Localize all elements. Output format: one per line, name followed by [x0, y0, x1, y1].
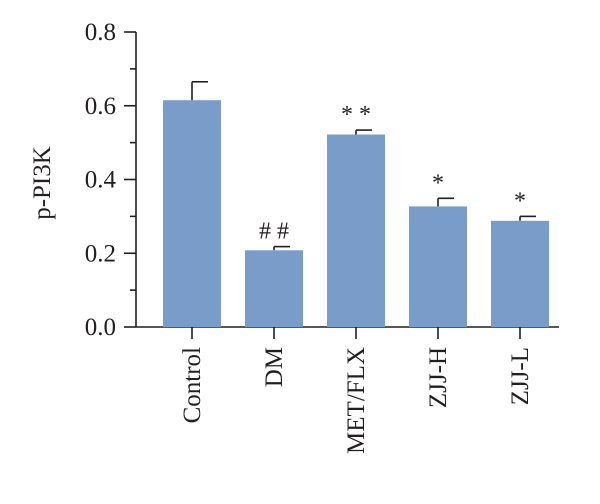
- bar: [327, 134, 385, 327]
- x-tick-label: ZJJ-H: [425, 347, 452, 408]
- y-tick-label: 0.0: [85, 314, 116, 341]
- significance-marker: * *: [341, 102, 371, 128]
- y-tick-label: 0.8: [85, 19, 116, 46]
- y-tick-label: 0.2: [85, 240, 116, 267]
- bar: [245, 250, 303, 327]
- x-tick-label: MET/FLX: [343, 347, 370, 454]
- x-tick-label: DM: [261, 347, 288, 387]
- significance-marker: *: [432, 170, 444, 196]
- plot-area: 0.0 0.2 0.4 0.6 0.8 Control DM # # MET/FLX * * ZJJ…: [85, 19, 559, 454]
- y-axis-title: p-PI3K: [29, 146, 56, 220]
- y-tick-label: 0.6: [85, 93, 116, 120]
- bar: [409, 206, 467, 327]
- significance-marker: *: [514, 188, 526, 214]
- bar: [491, 220, 549, 327]
- y-tick-label: 0.4: [85, 167, 117, 194]
- x-tick-label: Control: [179, 347, 206, 423]
- significance-marker: # #: [259, 219, 289, 245]
- bar: [163, 100, 221, 327]
- x-tick-label: ZJJ-L: [507, 347, 534, 405]
